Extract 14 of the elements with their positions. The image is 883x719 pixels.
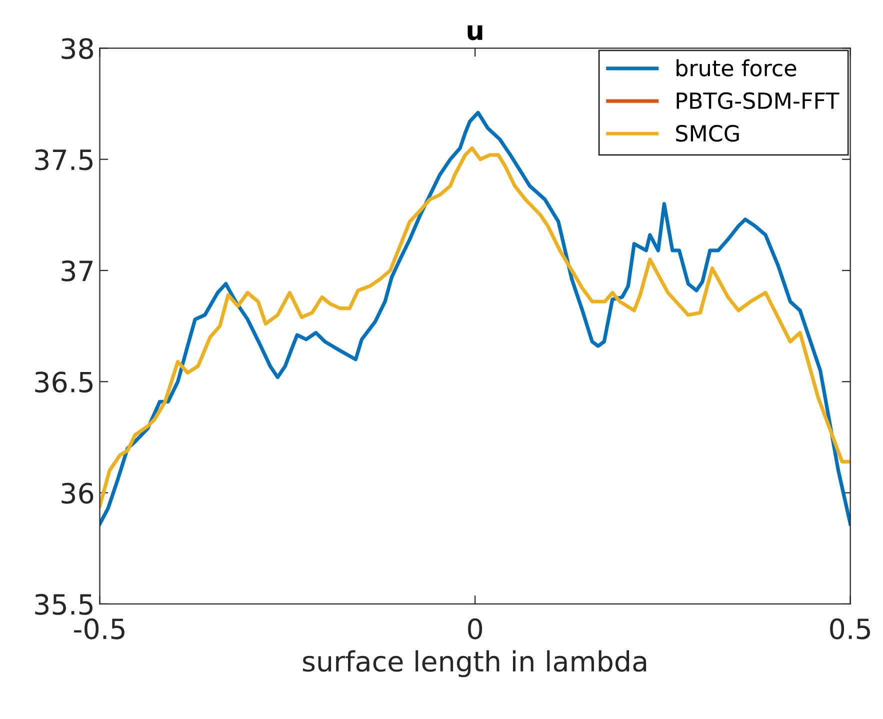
legend-label: SMCG	[676, 124, 739, 142]
x-tick-label: 0	[468, 618, 482, 640]
y-tick-label: 38	[62, 38, 94, 60]
legend-label: brute force	[676, 59, 796, 76]
x-tick-label: 0.5	[830, 618, 870, 640]
y-tick-label: 35.5	[35, 594, 92, 615]
chart-title: u	[468, 25, 482, 40]
x-tick-label: -0.5	[74, 618, 124, 640]
y-tick-label: 36	[62, 482, 94, 504]
y-tick-label: 37.5	[35, 149, 92, 170]
y-tick-label: 36.5	[35, 372, 92, 393]
x-axis-title: surface length in lambda	[303, 650, 646, 678]
legend-label: PBTG-SDM-FFT	[676, 92, 840, 110]
y-tick-label: 37	[62, 260, 93, 282]
